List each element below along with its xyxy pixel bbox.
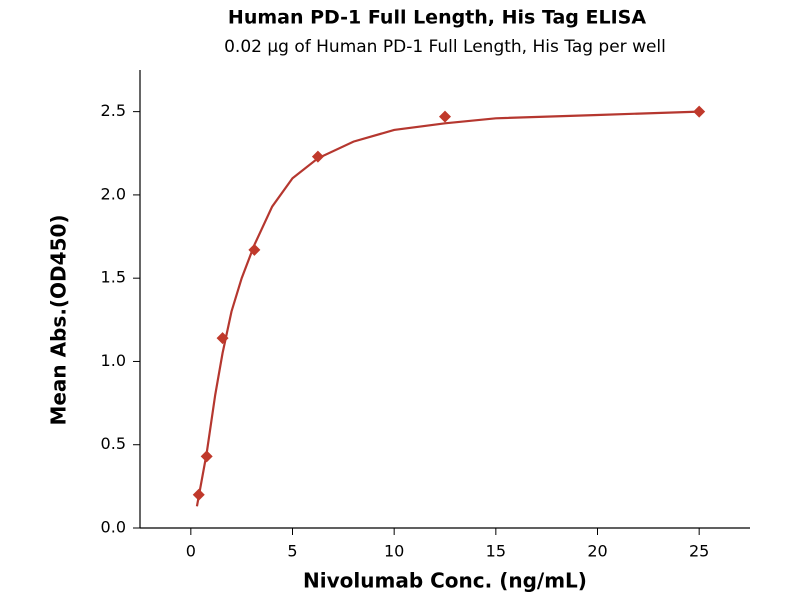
data-point	[693, 105, 706, 118]
x-tick-label: 5	[287, 542, 297, 561]
data-point	[216, 332, 229, 345]
y-tick-label: 1.5	[101, 268, 126, 287]
data-point	[248, 243, 261, 256]
data-point	[200, 450, 213, 463]
y-tick-label: 2.0	[101, 184, 126, 203]
y-tick-label: 1.0	[101, 351, 126, 370]
x-tick-label: 25	[689, 542, 709, 561]
x-axis-label: Nivolumab Conc. (ng/mL)	[303, 569, 587, 593]
y-tick-label: 0.0	[101, 518, 126, 537]
y-tick-label: 0.5	[101, 434, 126, 453]
fit-curve	[195, 110, 700, 507]
chart-subtitle: 0.02 µg of Human PD-1 Full Length, His T…	[224, 37, 666, 57]
x-tick-label: 20	[587, 542, 607, 561]
x-tick-label: 10	[384, 542, 404, 561]
chart-title: Human PD-1 Full Length, His Tag ELISA	[228, 7, 646, 29]
y-tick-label: 2.5	[101, 101, 126, 120]
data-point	[439, 110, 451, 123]
data-point	[311, 150, 324, 163]
y-axis-label: Mean Abs.(OD450)	[47, 214, 71, 425]
data-point	[192, 488, 205, 501]
x-tick-label: 0	[186, 542, 196, 561]
x-tick-label: 15	[486, 542, 506, 561]
